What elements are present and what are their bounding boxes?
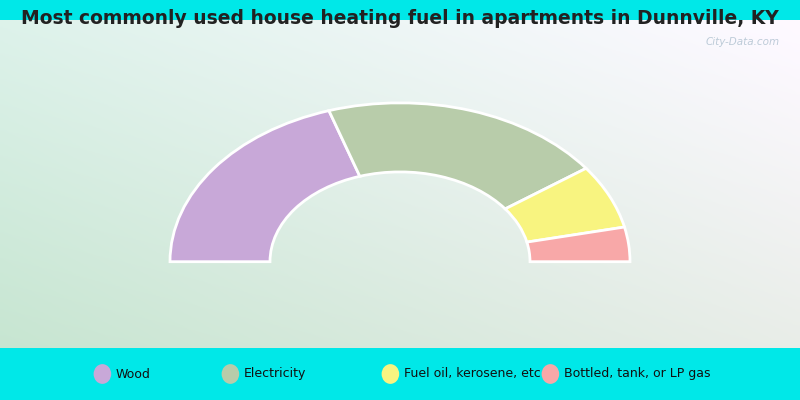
- Ellipse shape: [222, 364, 239, 384]
- Text: City-Data.com: City-Data.com: [706, 37, 780, 47]
- Wedge shape: [527, 227, 630, 262]
- Text: Electricity: Electricity: [244, 368, 306, 380]
- Ellipse shape: [542, 364, 559, 384]
- Wedge shape: [505, 168, 625, 242]
- Text: Bottled, tank, or LP gas: Bottled, tank, or LP gas: [564, 368, 710, 380]
- Text: Wood: Wood: [116, 368, 151, 380]
- Text: Fuel oil, kerosene, etc.: Fuel oil, kerosene, etc.: [404, 368, 545, 380]
- Wedge shape: [329, 103, 586, 209]
- Text: Most commonly used house heating fuel in apartments in Dunnville, KY: Most commonly used house heating fuel in…: [21, 8, 779, 28]
- Ellipse shape: [94, 364, 111, 384]
- Wedge shape: [170, 111, 360, 262]
- Ellipse shape: [382, 364, 399, 384]
